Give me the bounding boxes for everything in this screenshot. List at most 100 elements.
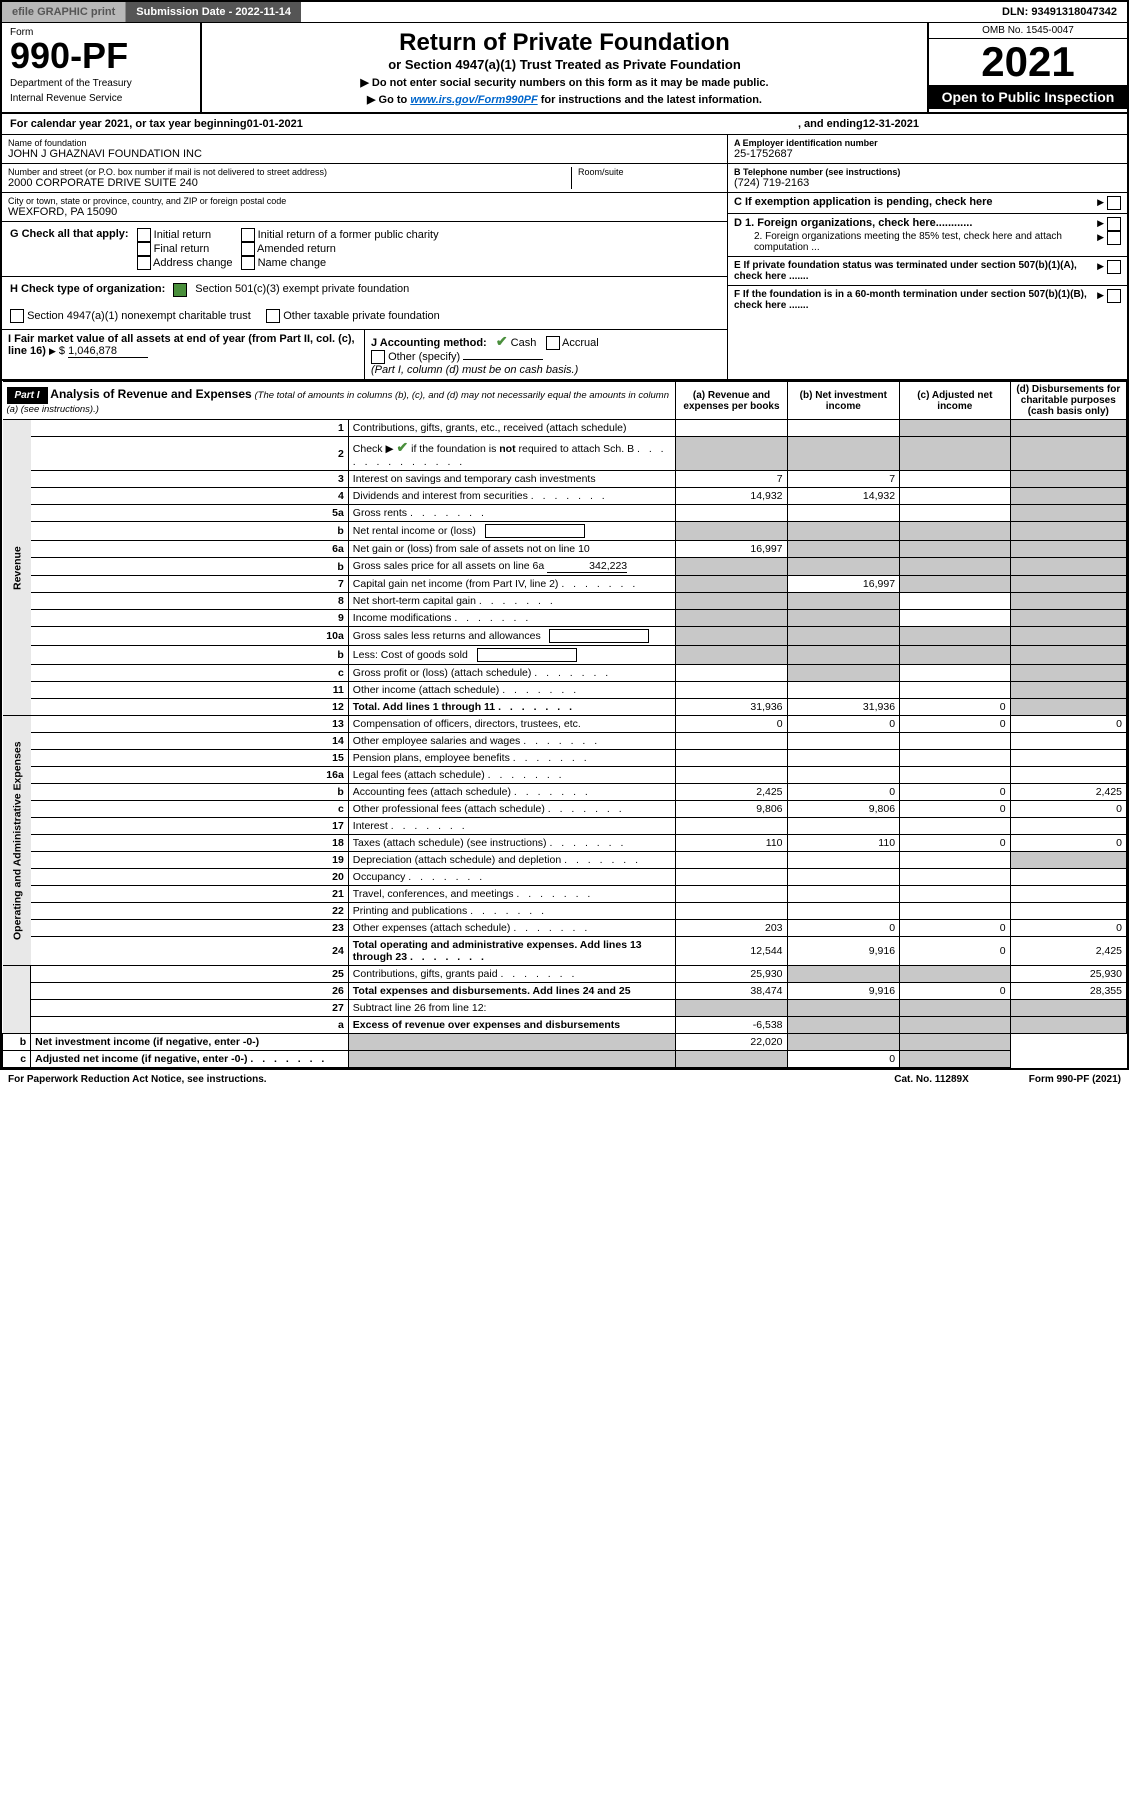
value-cell bbox=[900, 966, 1011, 983]
value-cell: 0 bbox=[900, 699, 1011, 716]
value-cell bbox=[787, 541, 900, 558]
value-cell bbox=[676, 869, 787, 886]
row-number: 26 bbox=[31, 983, 349, 1000]
part1-title: Analysis of Revenue and Expenses bbox=[50, 387, 251, 401]
value-cell bbox=[1010, 522, 1126, 541]
row-description: Interest on savings and temporary cash i… bbox=[348, 471, 676, 488]
table-row: 21Travel, conferences, and meetings . . … bbox=[3, 886, 1127, 903]
value-cell: 0 bbox=[1010, 801, 1126, 818]
value-cell bbox=[787, 852, 900, 869]
table-row: 3Interest on savings and temporary cash … bbox=[3, 471, 1127, 488]
row-description: Other employee salaries and wages . . . … bbox=[348, 733, 676, 750]
table-row: aExcess of revenue over expenses and dis… bbox=[3, 1017, 1127, 1034]
amended-return-checkbox[interactable] bbox=[241, 242, 255, 256]
row-number: b bbox=[31, 784, 349, 801]
expenses-section-label: Operating and Administrative Expenses bbox=[3, 716, 31, 966]
value-cell bbox=[900, 593, 1011, 610]
value-cell: 0 bbox=[1010, 920, 1126, 937]
row-description: Gross sales less returns and allowances bbox=[348, 627, 676, 646]
final-return-checkbox[interactable] bbox=[137, 242, 151, 256]
efile-print-button[interactable]: efile GRAPHIC print bbox=[2, 2, 126, 22]
value-cell: 0 bbox=[900, 983, 1011, 1000]
value-cell bbox=[676, 1051, 787, 1068]
row-description: Pension plans, employee benefits . . . .… bbox=[348, 750, 676, 767]
value-cell: 2,425 bbox=[676, 784, 787, 801]
row-number: 10a bbox=[31, 627, 349, 646]
value-cell bbox=[676, 750, 787, 767]
value-cell bbox=[1010, 420, 1126, 437]
tax-year: 2021 bbox=[929, 39, 1127, 85]
table-row: bAccounting fees (attach schedule) . . .… bbox=[3, 784, 1127, 801]
value-cell: 0 bbox=[900, 801, 1011, 818]
open-public-badge: Open to Public Inspection bbox=[929, 85, 1127, 109]
value-cell bbox=[787, 1034, 900, 1051]
dln-number: DLN: 93491318047342 bbox=[992, 2, 1127, 22]
row-description: Other professional fees (attach schedule… bbox=[348, 801, 676, 818]
value-cell: 9,806 bbox=[676, 801, 787, 818]
part1-table: Part I Analysis of Revenue and Expenses … bbox=[2, 381, 1127, 1068]
row-number: 25 bbox=[31, 966, 349, 983]
value-cell bbox=[787, 593, 900, 610]
value-cell: 9,806 bbox=[787, 801, 900, 818]
value-cell: 14,932 bbox=[787, 488, 900, 505]
cash-checkmark: ✔ bbox=[496, 333, 508, 349]
name-change-checkbox[interactable] bbox=[241, 256, 255, 270]
c-checkbox[interactable] bbox=[1107, 196, 1121, 210]
value-cell bbox=[1010, 505, 1126, 522]
row-description: Printing and publications . . . . . . . bbox=[348, 903, 676, 920]
value-cell: 203 bbox=[676, 920, 787, 937]
instruction-2: ▶ Go to www.irs.gov/Form990PF for instru… bbox=[214, 93, 915, 106]
accrual-checkbox[interactable] bbox=[546, 336, 560, 350]
4947-checkbox[interactable] bbox=[10, 309, 24, 323]
d1-checkbox[interactable] bbox=[1107, 217, 1121, 231]
form-header: Form 990-PF Department of the Treasury I… bbox=[2, 23, 1127, 114]
table-row: cGross profit or (loss) (attach schedule… bbox=[3, 665, 1127, 682]
irs-link[interactable]: www.irs.gov/Form990PF bbox=[410, 94, 537, 106]
table-row: bNet investment income (if negative, ent… bbox=[3, 1034, 1127, 1051]
row-number: 3 bbox=[31, 471, 349, 488]
c-label: C If exemption application is pending, c… bbox=[734, 196, 1097, 210]
d2-checkbox[interactable] bbox=[1107, 231, 1121, 245]
row-number: 8 bbox=[31, 593, 349, 610]
tax-year-end: 12-31-2021 bbox=[863, 118, 919, 130]
value-cell bbox=[1010, 627, 1126, 646]
value-cell: 14,932 bbox=[676, 488, 787, 505]
table-row: 27Subtract line 26 from line 12: bbox=[3, 1000, 1127, 1017]
table-row: 20Occupancy . . . . . . . bbox=[3, 869, 1127, 886]
value-cell bbox=[900, 522, 1011, 541]
value-cell bbox=[900, 576, 1011, 593]
initial-return-checkbox[interactable] bbox=[137, 228, 151, 242]
value-cell bbox=[900, 852, 1011, 869]
foundation-name: JOHN J GHAZNAVI FOUNDATION INC bbox=[8, 148, 721, 160]
row-description: Check ▶ ✔ if the foundation is not requi… bbox=[348, 437, 676, 471]
other-taxable-checkbox[interactable] bbox=[266, 309, 280, 323]
form-title: Return of Private Foundation bbox=[214, 29, 915, 57]
room-label: Room/suite bbox=[578, 167, 721, 177]
former-charity-checkbox[interactable] bbox=[241, 228, 255, 242]
other-method-checkbox[interactable] bbox=[371, 350, 385, 364]
row-number: b bbox=[31, 646, 349, 665]
tel-label: B Telephone number (see instructions) bbox=[734, 167, 1121, 177]
address-label: Number and street (or P.O. box number if… bbox=[8, 167, 571, 177]
row-description: Gross sales price for all assets on line… bbox=[348, 558, 676, 576]
table-row: 4Dividends and interest from securities … bbox=[3, 488, 1127, 505]
address-change-checkbox[interactable] bbox=[137, 256, 151, 270]
value-cell bbox=[676, 886, 787, 903]
value-cell: 0 bbox=[900, 835, 1011, 852]
table-row: bNet rental income or (loss) bbox=[3, 522, 1127, 541]
501c3-checkbox[interactable] bbox=[173, 283, 187, 297]
e-checkbox[interactable] bbox=[1107, 260, 1121, 274]
f-label: F If the foundation is in a 60-month ter… bbox=[734, 289, 1097, 311]
row-description: Net gain or (loss) from sale of assets n… bbox=[348, 541, 676, 558]
row-description: Contributions, gifts, grants, etc., rece… bbox=[348, 420, 676, 437]
calendar-year-row: For calendar year 2021, or tax year begi… bbox=[2, 114, 1127, 135]
f-checkbox[interactable] bbox=[1107, 289, 1121, 303]
value-cell bbox=[676, 627, 787, 646]
value-cell bbox=[900, 505, 1011, 522]
row-number: 15 bbox=[31, 750, 349, 767]
row-description: Total expenses and disbursements. Add li… bbox=[348, 983, 676, 1000]
value-cell bbox=[900, 1051, 1011, 1068]
value-cell: 25,930 bbox=[1010, 966, 1126, 983]
col-b-header: (b) Net investment income bbox=[787, 382, 900, 420]
row-description: Depreciation (attach schedule) and deple… bbox=[348, 852, 676, 869]
